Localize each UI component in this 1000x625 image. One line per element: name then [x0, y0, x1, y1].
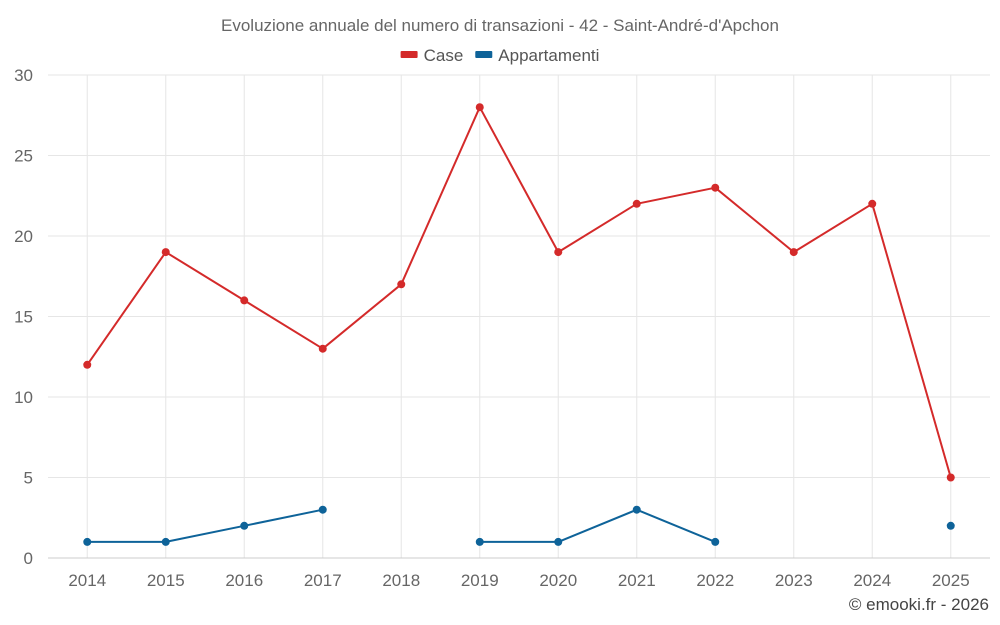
x-tick-label: 2016	[225, 571, 263, 590]
data-point-case[interactable]	[161, 248, 170, 257]
x-tick-label: 2024	[853, 571, 891, 590]
y-tick-label: 15	[14, 308, 33, 327]
x-tick-label: 2020	[539, 571, 577, 590]
data-point-appartamenti[interactable]	[475, 537, 484, 546]
series-line-appartamenti	[479, 508, 716, 543]
data-point-case[interactable]	[868, 199, 877, 208]
y-tick-label: 0	[24, 549, 33, 568]
y-tick-label: 10	[14, 388, 33, 407]
x-tick-label: 2023	[775, 571, 813, 590]
y-tick-label: 25	[14, 147, 33, 166]
data-point-appartamenti[interactable]	[318, 505, 327, 514]
legend-label: Appartamenti	[498, 46, 599, 65]
y-tick-label: 20	[14, 227, 33, 246]
data-point-case[interactable]	[554, 248, 563, 257]
legend-item-case[interactable]: Case	[400, 46, 464, 65]
data-point-case[interactable]	[240, 296, 249, 305]
data-point-appartamenti[interactable]	[161, 537, 170, 546]
x-tick-label: 2019	[461, 571, 499, 590]
data-point-appartamenti[interactable]	[240, 521, 249, 530]
x-tick-label: 2014	[68, 571, 106, 590]
y-axis: 0 5 10 15 20 25 30	[14, 66, 33, 568]
x-tick-label: 2021	[618, 571, 656, 590]
legend: Case Appartamenti	[400, 46, 599, 65]
data-point-appartamenti[interactable]	[632, 505, 641, 514]
chart-credit: © emooki.fr - 2026	[849, 595, 989, 614]
data-point-case[interactable]	[318, 344, 327, 353]
data-point-case[interactable]	[397, 280, 406, 289]
series	[83, 103, 955, 546]
x-tick-label: 2025	[932, 571, 970, 590]
y-tick-label: 30	[14, 66, 33, 85]
grid	[48, 74, 990, 559]
legend-swatch	[400, 51, 418, 58]
data-point-case[interactable]	[632, 199, 641, 208]
data-point-case[interactable]	[83, 360, 92, 369]
data-point-appartamenti[interactable]	[83, 537, 92, 546]
data-point-case[interactable]	[711, 183, 720, 192]
x-tick-label: 2018	[382, 571, 420, 590]
legend-swatch	[475, 51, 493, 58]
series-line-case	[86, 106, 952, 478]
data-point-case[interactable]	[475, 103, 484, 112]
x-tick-label: 2017	[304, 571, 342, 590]
data-point-appartamenti[interactable]	[711, 537, 720, 546]
chart-title: Evoluzione annuale del numero di transaz…	[221, 16, 779, 35]
data-point-appartamenti[interactable]	[554, 537, 563, 546]
x-tick-label: 2015	[147, 571, 185, 590]
legend-label: Case	[424, 46, 464, 65]
y-tick-label: 5	[24, 469, 33, 488]
data-point-appartamenti[interactable]	[946, 521, 955, 530]
series-line-appartamenti	[87, 508, 323, 543]
x-axis: 2014 2015 2016 2017 2018 2019 2020 2021 2022 2023…	[68, 571, 969, 590]
data-point-case[interactable]	[789, 248, 798, 257]
x-tick-label: 2022	[696, 571, 734, 590]
data-point-case[interactable]	[946, 473, 955, 482]
legend-item-appartamenti[interactable]: Appartamenti	[475, 46, 599, 65]
